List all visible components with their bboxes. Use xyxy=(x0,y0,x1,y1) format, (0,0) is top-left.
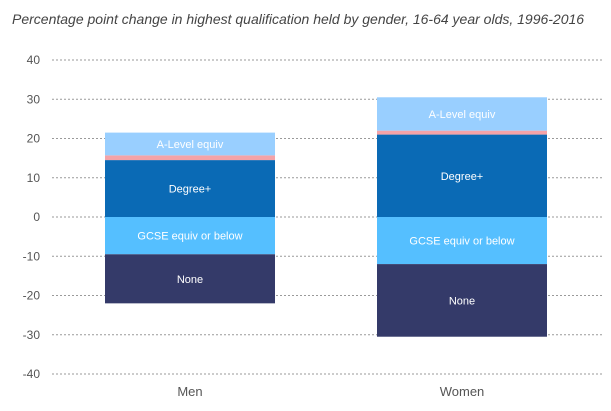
y-tick-label: 30 xyxy=(27,92,41,106)
segment-label: A-Level equiv xyxy=(157,139,224,151)
segment-labels: Degree+ A-Level equiv GCSE equiv or below N… xyxy=(137,109,514,307)
y-tick-label: -10 xyxy=(23,249,41,263)
segment-label: Degree+ xyxy=(441,171,484,183)
bar-segment-a-level-equiv-women xyxy=(377,97,547,131)
bars xyxy=(105,97,547,337)
y-tick-label: 10 xyxy=(27,171,41,185)
segment-label: Degree+ xyxy=(169,184,212,196)
segment-label: None xyxy=(449,295,475,307)
y-tick-label: 40 xyxy=(27,53,41,67)
bar-segment-gcse-equiv-or-below-women xyxy=(377,217,547,265)
segment-label: None xyxy=(177,274,203,286)
y-tick-label: -20 xyxy=(23,289,41,303)
chart-title: Percentage point change in highest quali… xyxy=(12,11,585,27)
x-category-label: Women xyxy=(440,384,485,399)
y-tick-label: -40 xyxy=(23,367,41,381)
bar-segment-other-women xyxy=(377,130,547,135)
segment-label: A-Level equiv xyxy=(429,109,496,121)
x-category-label: Men xyxy=(177,384,202,399)
y-tick-label: 20 xyxy=(27,132,41,146)
bar-segment-gcse-equiv-or-below-men xyxy=(105,217,275,255)
bar-segment-degree--men xyxy=(105,160,275,217)
bar-segment-degree--women xyxy=(377,134,547,217)
bar-segment-a-level-equiv-men xyxy=(105,132,275,156)
segment-label: GCSE equiv or below xyxy=(137,231,242,243)
bar-segment-none-women xyxy=(377,264,547,337)
y-axis-ticks: -40 -30 -20 -10 0 10 20 30 40 xyxy=(23,53,41,381)
bar-segment-other-men xyxy=(105,155,275,161)
x-axis-categories: Men Women xyxy=(177,384,484,399)
y-tick-label: -30 xyxy=(23,328,41,342)
bar-segment-none-men xyxy=(105,254,275,304)
y-tick-label: 0 xyxy=(33,210,40,224)
segment-label: GCSE equiv or below xyxy=(409,236,514,248)
